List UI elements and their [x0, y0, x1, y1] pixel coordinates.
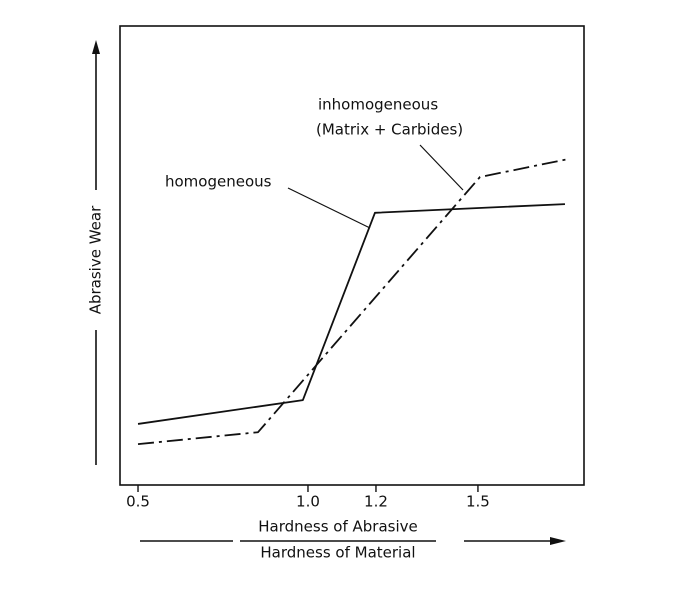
- y-axis-arrowhead: [92, 40, 100, 54]
- series-line: [137, 158, 569, 446]
- series-line: [137, 203, 566, 425]
- plot-frame: [119, 25, 585, 486]
- series-annotation: (Matrix + Carbides): [316, 121, 463, 139]
- y-axis-label: Abrasive Wear: [87, 205, 105, 314]
- x-tick-label: 1.2: [364, 493, 388, 511]
- series-annotation: inhomogeneous: [318, 96, 438, 114]
- x-axis-label: Hardness of Material: [260, 544, 415, 562]
- x-axis-arrowhead: [550, 537, 566, 545]
- series-annotation: homogeneous: [165, 173, 272, 191]
- annotation-leader: [419, 144, 464, 191]
- x-tick-label: 1.5: [466, 493, 490, 511]
- x-axis-label: Hardness of Abrasive: [258, 518, 418, 536]
- x-tick-label: 0.5: [126, 493, 150, 511]
- x-tick-label: 1.0: [296, 493, 320, 511]
- annotation-leader: [287, 187, 371, 229]
